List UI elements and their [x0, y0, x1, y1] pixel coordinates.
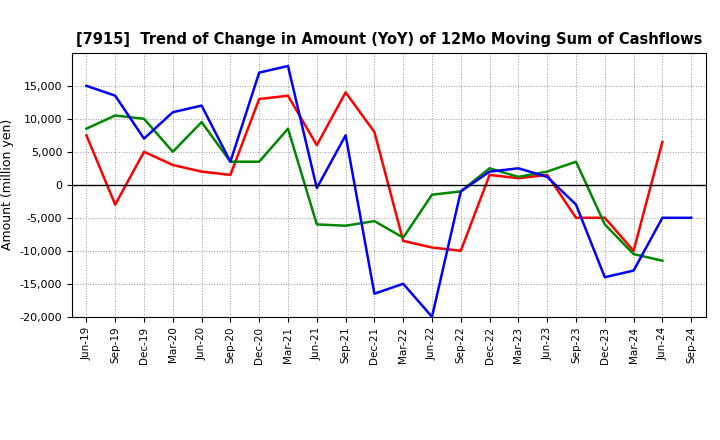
- Free Cashflow: [82, 83, 91, 88]
- Free Cashflow: [197, 103, 206, 108]
- Free Cashflow: [312, 186, 321, 191]
- Free Cashflow: [284, 63, 292, 69]
- Operating Cashflow: [399, 238, 408, 243]
- Free Cashflow: [226, 159, 235, 164]
- Y-axis label: Amount (million yen): Amount (million yen): [1, 119, 14, 250]
- Operating Cashflow: [82, 132, 91, 138]
- Operating Cashflow: [485, 172, 494, 177]
- Investing Cashflow: [82, 126, 91, 131]
- Investing Cashflow: [543, 169, 552, 174]
- Investing Cashflow: [140, 116, 148, 121]
- Free Cashflow: [341, 132, 350, 138]
- Operating Cashflow: [629, 248, 638, 253]
- Investing Cashflow: [197, 119, 206, 125]
- Operating Cashflow: [514, 176, 523, 181]
- Investing Cashflow: [658, 258, 667, 263]
- Title: [7915]  Trend of Change in Amount (YoY) of 12Mo Moving Sum of Cashflows: [7915] Trend of Change in Amount (YoY) o…: [76, 33, 702, 48]
- Operating Cashflow: [255, 96, 264, 102]
- Investing Cashflow: [312, 222, 321, 227]
- Operating Cashflow: [658, 139, 667, 144]
- Free Cashflow: [428, 314, 436, 319]
- Operating Cashflow: [168, 162, 177, 168]
- Line: Operating Cashflow: Operating Cashflow: [86, 92, 662, 251]
- Investing Cashflow: [456, 189, 465, 194]
- Free Cashflow: [168, 110, 177, 115]
- Investing Cashflow: [514, 174, 523, 180]
- Investing Cashflow: [226, 159, 235, 164]
- Operating Cashflow: [572, 215, 580, 220]
- Free Cashflow: [370, 291, 379, 297]
- Free Cashflow: [658, 215, 667, 220]
- Free Cashflow: [140, 136, 148, 141]
- Operating Cashflow: [197, 169, 206, 174]
- Free Cashflow: [572, 202, 580, 207]
- Investing Cashflow: [485, 165, 494, 171]
- Free Cashflow: [629, 268, 638, 273]
- Free Cashflow: [600, 275, 609, 280]
- Operating Cashflow: [312, 143, 321, 148]
- Investing Cashflow: [284, 126, 292, 131]
- Investing Cashflow: [428, 192, 436, 197]
- Operating Cashflow: [226, 172, 235, 177]
- Operating Cashflow: [284, 93, 292, 98]
- Free Cashflow: [687, 215, 696, 220]
- Operating Cashflow: [543, 172, 552, 177]
- Investing Cashflow: [399, 235, 408, 240]
- Investing Cashflow: [370, 218, 379, 224]
- Operating Cashflow: [370, 129, 379, 135]
- Investing Cashflow: [111, 113, 120, 118]
- Free Cashflow: [456, 189, 465, 194]
- Line: Free Cashflow: Free Cashflow: [86, 66, 691, 317]
- Operating Cashflow: [140, 149, 148, 154]
- Free Cashflow: [111, 93, 120, 98]
- Operating Cashflow: [111, 202, 120, 207]
- Operating Cashflow: [456, 248, 465, 253]
- Free Cashflow: [255, 70, 264, 75]
- Operating Cashflow: [600, 215, 609, 220]
- Line: Investing Cashflow: Investing Cashflow: [86, 115, 662, 260]
- Investing Cashflow: [572, 159, 580, 164]
- Operating Cashflow: [341, 90, 350, 95]
- Investing Cashflow: [168, 149, 177, 154]
- Investing Cashflow: [341, 223, 350, 228]
- Operating Cashflow: [428, 245, 436, 250]
- Free Cashflow: [514, 165, 523, 171]
- Investing Cashflow: [600, 222, 609, 227]
- Investing Cashflow: [629, 251, 638, 257]
- Free Cashflow: [485, 169, 494, 174]
- Free Cashflow: [399, 281, 408, 286]
- Free Cashflow: [543, 174, 552, 180]
- Investing Cashflow: [255, 159, 264, 164]
